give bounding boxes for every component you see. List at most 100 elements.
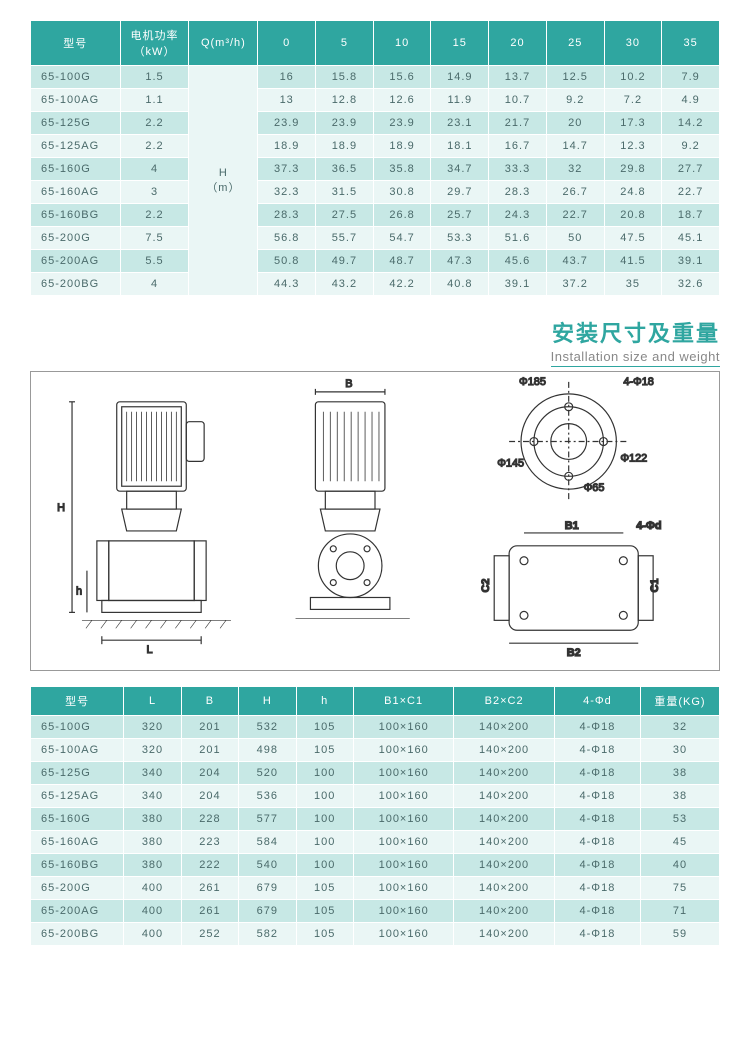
cell-B: 228 [181,808,238,831]
hdr-model: 型号 [31,21,121,66]
cell-B: 222 [181,854,238,877]
cell-H: 679 [239,877,296,900]
cell-b2c2: 140×200 [454,762,554,785]
hdr-flow-0: 0 [258,21,316,66]
cell-value: 15.6 [373,66,431,89]
cell-value: 12.6 [373,89,431,112]
cell-d: 4-Φ18 [554,739,640,762]
cell-model: 65-200BG [31,273,121,296]
cell-kw: 4 [120,158,189,181]
table-row: 65-200BG400252582105100×160140×2004-Φ185… [31,923,720,946]
svg-text:L: L [147,644,153,656]
section-title: 安装尺寸及重量 Installation size and weight [30,316,720,367]
cell-H: 532 [239,716,296,739]
cell-value: 39.1 [489,273,547,296]
cell-H: 577 [239,808,296,831]
cell-d: 4-Φ18 [554,808,640,831]
cell-value: 32.3 [258,181,316,204]
cell-value: 55.7 [316,227,374,250]
cell-value: 14.7 [546,135,604,158]
hdr-H: H [239,687,296,716]
cell-value: 35 [604,273,662,296]
hdr-h: h [296,687,353,716]
table-header-row: 型号 L B H h B1×C1 B2×C2 4-Φd 重量(KG) [31,687,720,716]
table-row: 65-100G1.5H （m）1615.815.614.913.712.510.… [31,66,720,89]
cell-value: 18.9 [316,135,374,158]
cell-value: 25.7 [431,204,489,227]
cell-value: 37.3 [258,158,316,181]
cell-value: 15.8 [316,66,374,89]
cell-value: 9.2 [546,89,604,112]
cell-H: 679 [239,900,296,923]
cell-B: 252 [181,923,238,946]
table-row: 65-100G320201532105100×160140×2004-Φ1832 [31,716,720,739]
svg-text:Φ185: Φ185 [519,376,546,388]
hdr-kg: 重量(KG) [640,687,719,716]
svg-text:C2: C2 [480,579,492,593]
cell-h: 105 [296,900,353,923]
cell-h: 100 [296,808,353,831]
cell-model: 65-200G [31,227,121,250]
cell-L: 400 [124,923,181,946]
cell-value: 4.9 [662,89,720,112]
table-row: 65-160AG380223584100100×160140×2004-Φ184… [31,831,720,854]
cell-value: 10.2 [604,66,662,89]
cell-value: 18.9 [258,135,316,158]
cell-model: 65-160AG [31,181,121,204]
cell-value: 40.8 [431,273,489,296]
cell-model: 65-160G [31,158,121,181]
cell-d: 4-Φ18 [554,900,640,923]
table-row: 65-160BG2.228.327.526.825.724.322.720.81… [31,204,720,227]
svg-text:h: h [76,586,82,598]
hdr-flow-35: 35 [662,21,720,66]
cell-H: 536 [239,785,296,808]
cell-model: 65-160AG [31,831,124,854]
cell-value: 17.3 [604,112,662,135]
section-title-en: Installation size and weight [551,349,720,367]
cell-L: 340 [124,762,181,785]
cell-model: 65-200G [31,877,124,900]
hdr-q: Q(m³/h) [189,21,258,66]
cell-kw: 2.2 [120,135,189,158]
cell-value: 27.5 [316,204,374,227]
table-header-row: 型号 电机功率 （kW） Q(m³/h) 0 5 10 15 20 25 30 … [31,21,720,66]
cell-h: 105 [296,716,353,739]
cell-value: 7.9 [662,66,720,89]
cell-H: 540 [239,854,296,877]
cell-model: 65-125AG [31,135,121,158]
cell-value: 14.9 [431,66,489,89]
table-row: 65-160G380228577100100×160140×2004-Φ1853 [31,808,720,831]
cell-value: 45.6 [489,250,547,273]
hdr-L: L [124,687,181,716]
cell-value: 22.7 [546,204,604,227]
cell-kw: 5.5 [120,250,189,273]
performance-table: 型号 电机功率 （kW） Q(m³/h) 0 5 10 15 20 25 30 … [30,20,720,296]
cell-L: 380 [124,854,181,877]
cell-kg: 32 [640,716,719,739]
cell-h: 105 [296,923,353,946]
cell-d: 4-Φ18 [554,716,640,739]
installation-diagram: H h L [30,371,720,671]
cell-b1c1: 100×160 [353,739,453,762]
svg-text:Φ122: Φ122 [620,452,647,464]
section-title-cn: 安装尺寸及重量 [30,316,720,348]
svg-text:C1: C1 [649,579,661,593]
svg-text:Φ65: Φ65 [584,482,605,494]
cell-d: 4-Φ18 [554,877,640,900]
cell-kg: 75 [640,877,719,900]
cell-model: 65-200AG [31,250,121,273]
cell-model: 65-125G [31,762,124,785]
cell-b1c1: 100×160 [353,808,453,831]
cell-kw: 7.5 [120,227,189,250]
cell-value: 39.1 [662,250,720,273]
table-row: 65-125G2.223.923.923.923.121.72017.314.2 [31,112,720,135]
cell-value: 26.8 [373,204,431,227]
cell-d: 4-Φ18 [554,762,640,785]
cell-L: 340 [124,785,181,808]
cell-value: 56.8 [258,227,316,250]
diagram-svg: H h L [31,372,719,670]
cell-b2c2: 140×200 [454,900,554,923]
cell-kg: 30 [640,739,719,762]
cell-value: 13.7 [489,66,547,89]
cell-value: 47.3 [431,250,489,273]
